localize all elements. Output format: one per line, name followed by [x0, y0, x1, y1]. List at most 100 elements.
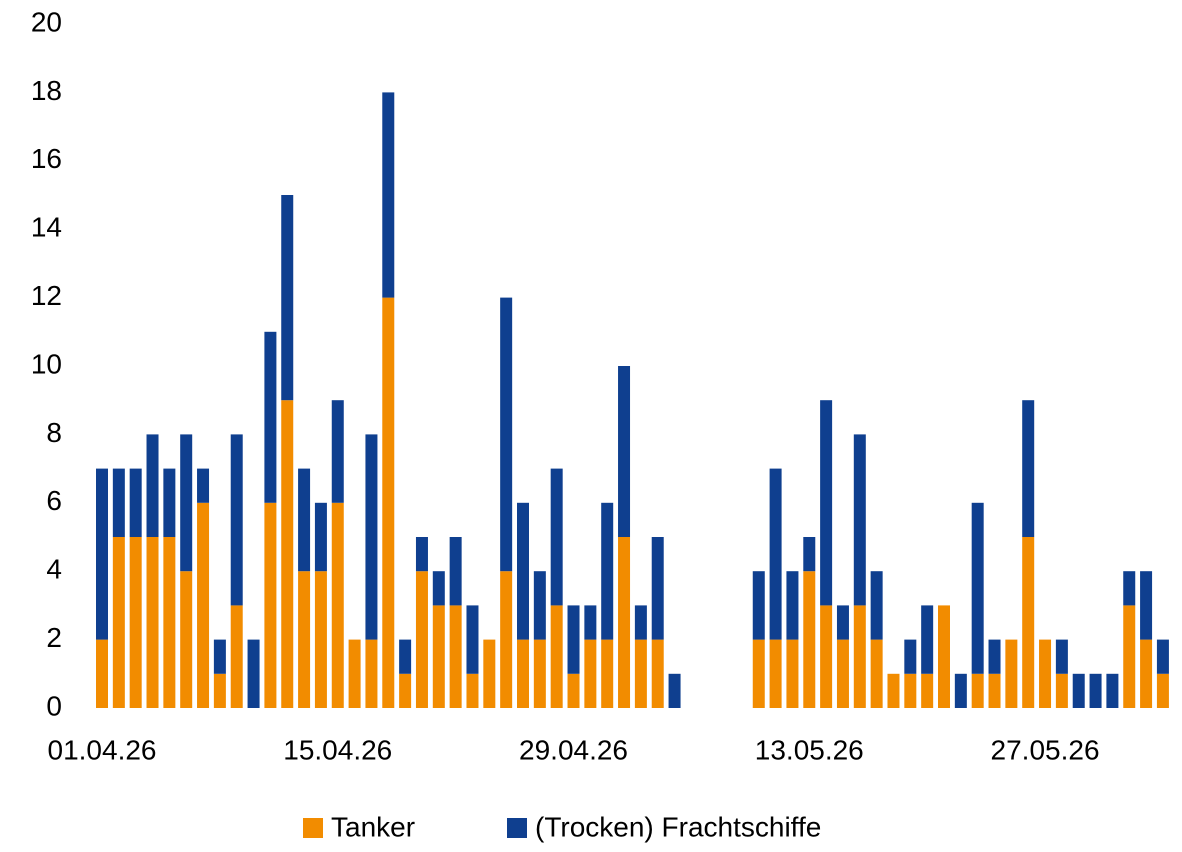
bar-segment — [517, 639, 529, 708]
bar-segment — [466, 673, 479, 708]
bar-segment — [904, 639, 917, 674]
bar-segment — [533, 639, 546, 708]
bar-segment — [836, 639, 849, 708]
y-tick-label: 10 — [31, 348, 62, 379]
x-tick-label: 29.04.26 — [519, 734, 628, 765]
bar-segment — [971, 673, 984, 708]
bar-segment — [281, 400, 294, 708]
bar-segment — [904, 673, 917, 708]
bar-segment — [146, 537, 159, 708]
bar-segment — [129, 537, 142, 708]
legend-label: (Trocken) Frachtschiffe — [535, 811, 821, 842]
bar-segment — [180, 434, 193, 572]
bar-segment — [853, 434, 866, 606]
bar-segment — [96, 468, 108, 640]
bar-segment — [415, 537, 428, 572]
bar-segment — [618, 537, 631, 708]
y-tick-label: 14 — [31, 212, 62, 243]
bar-segment — [382, 92, 395, 298]
bar-segment — [769, 639, 782, 708]
bar-segment — [938, 605, 950, 708]
bar-segment — [550, 605, 563, 708]
bar-segment — [567, 605, 580, 674]
bar-segment — [247, 639, 260, 708]
bar-segment — [988, 673, 1001, 708]
x-tick-label: 01.04.26 — [48, 734, 157, 765]
bar-segment — [634, 639, 647, 708]
bar-segment — [432, 605, 445, 708]
bar-segment — [129, 468, 142, 537]
bar-segment — [365, 639, 378, 708]
bar-segment — [853, 605, 866, 708]
bar-segment — [483, 639, 496, 708]
bar-segment — [651, 639, 664, 708]
bar-segment — [988, 639, 1001, 674]
bar-segment — [1123, 571, 1136, 606]
bar-segment — [399, 639, 412, 674]
bar-segment — [314, 502, 327, 572]
bar-segment — [752, 639, 765, 708]
bar-segment — [971, 502, 984, 674]
bar-segment — [449, 537, 462, 606]
y-tick-label: 12 — [31, 280, 62, 311]
bar-segment — [298, 468, 311, 572]
bar-segment — [1123, 605, 1136, 708]
bar-segment — [1140, 639, 1153, 708]
bar-segment — [1022, 400, 1035, 537]
bar-segment — [1022, 537, 1035, 708]
bar-segment — [1039, 639, 1052, 708]
bar-segment — [618, 366, 631, 537]
bar-segment — [348, 639, 361, 708]
bar-segment — [786, 639, 799, 708]
legend-label: Tanker — [331, 811, 415, 842]
bar-segment — [803, 571, 816, 708]
bar-segment — [836, 605, 849, 640]
bar-segment — [112, 468, 125, 537]
legend-swatch — [303, 818, 323, 838]
bar-segment — [1005, 639, 1018, 708]
bar-segment — [432, 571, 445, 606]
bar-segment — [500, 297, 513, 572]
bar-segment — [466, 605, 479, 674]
bar-segment — [584, 639, 597, 708]
y-tick-label: 0 — [46, 690, 62, 721]
y-tick-label: 16 — [31, 143, 62, 174]
bar-segment — [281, 195, 294, 401]
y-tick-label: 6 — [46, 485, 62, 516]
bar-segment — [1089, 673, 1102, 708]
bar-segment — [550, 468, 563, 606]
x-tick-label: 15.04.26 — [283, 734, 392, 765]
y-tick-label: 20 — [31, 6, 62, 37]
bar-segment — [1106, 673, 1119, 708]
bar-segment — [752, 571, 765, 640]
bar-segment — [1156, 673, 1169, 708]
bar-segment — [264, 331, 277, 503]
bar-segment — [112, 537, 125, 708]
bar-segment — [567, 673, 580, 708]
bar-segment — [954, 673, 967, 708]
bar-segment — [298, 571, 311, 708]
bar-segment — [870, 571, 883, 640]
x-tick-label: 27.05.26 — [991, 734, 1100, 765]
bar-segment — [399, 673, 412, 708]
bar-segment — [146, 434, 159, 537]
bar-segment — [803, 537, 816, 572]
bar-segment — [820, 400, 833, 606]
bar-segment — [921, 673, 934, 708]
bar-segment — [197, 468, 210, 503]
bar-segment — [1156, 639, 1169, 674]
bar-segment — [331, 400, 344, 503]
bar-segment — [230, 434, 243, 606]
bar-segment — [820, 605, 833, 708]
bar-segment — [921, 605, 934, 674]
bar-segment — [1055, 673, 1068, 708]
bar-segment — [382, 297, 395, 708]
bar-segment — [601, 502, 614, 640]
bar-segment — [769, 468, 782, 640]
bar-segment — [601, 639, 614, 708]
y-tick-label: 4 — [46, 554, 62, 585]
bar-segment — [230, 605, 243, 708]
bar-segment — [180, 571, 193, 708]
bar-segment — [163, 537, 176, 708]
bar-segment — [668, 673, 681, 708]
